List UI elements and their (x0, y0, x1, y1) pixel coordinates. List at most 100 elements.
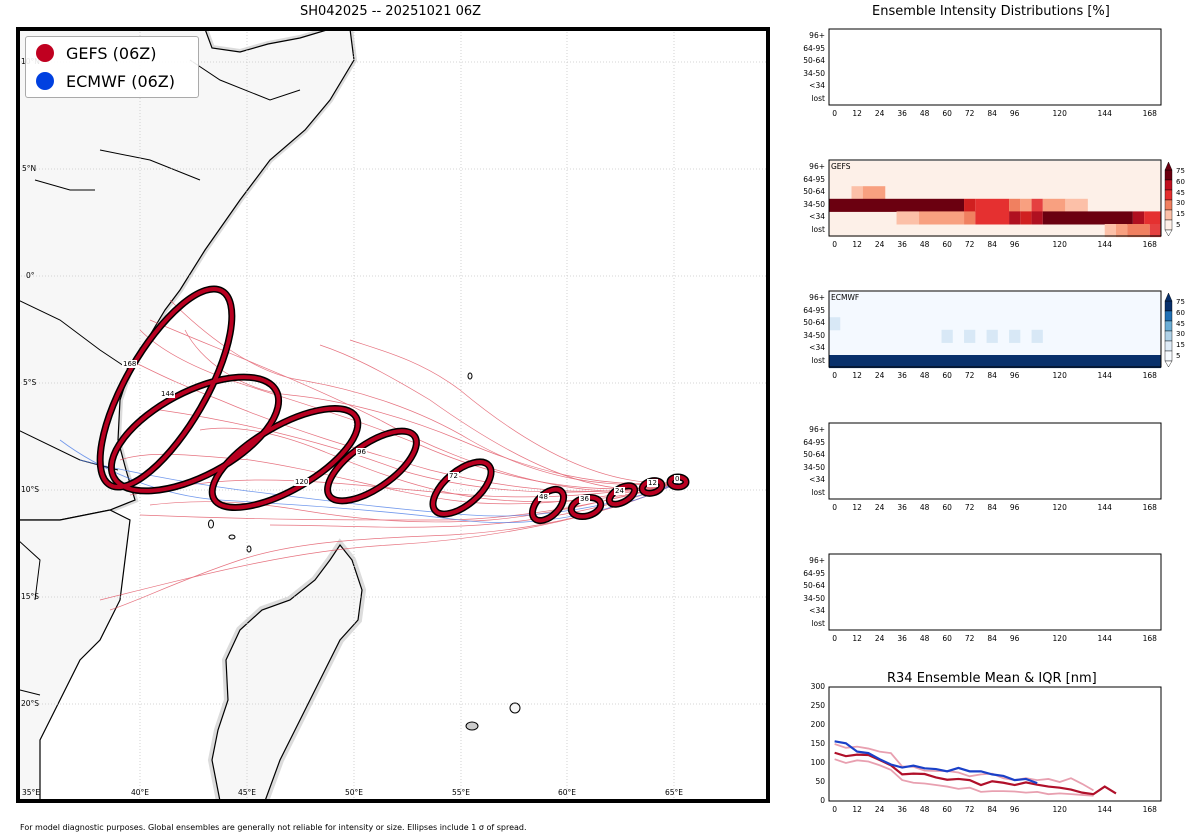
colorbar-tick-label: 45 (1176, 319, 1185, 328)
ellipse-label-48: 48 (538, 493, 549, 501)
colorbar-tick-label: 30 (1176, 199, 1185, 208)
intensity-category-label: 50-64 (803, 450, 825, 460)
intensity-hour-label: 36 (897, 503, 907, 512)
intensity-category-label: 64-95 (803, 437, 825, 447)
intensity-hour-label: 144 (1097, 240, 1112, 249)
intensity-hour-label: 84 (987, 109, 997, 118)
intensity-hour-label: 168 (1142, 503, 1157, 512)
r34-xtick-label: 144 (1097, 805, 1112, 814)
intensity-hour-label: 12 (852, 109, 862, 118)
intensity-hour-label: 84 (987, 371, 997, 380)
intensity-hour-label: 120 (1052, 371, 1067, 380)
intensity-hour-label: 120 (1052, 503, 1067, 512)
intensity-hour-label: 168 (1142, 240, 1157, 249)
ellipse-label-96: 96 (356, 448, 367, 456)
ellipse-label-0: 0 (674, 475, 681, 483)
intensity-hour-label: 168 (1142, 371, 1157, 380)
lat-label-5s: 5°S (23, 378, 37, 387)
intensity-hour-label: 48 (919, 634, 930, 643)
r34-xtick-label: 48 (919, 805, 930, 814)
ellipse-label-36: 36 (579, 495, 590, 503)
intensity-category-label: 34-50 (803, 199, 825, 209)
intensity-hour-label: 48 (919, 371, 930, 380)
lon-label-55e: 55°E (452, 788, 471, 797)
intensity-hour-label: 60 (942, 634, 952, 643)
intensity-hour-label: 72 (964, 109, 975, 118)
r34-xtick-label: 12 (852, 805, 862, 814)
lon-label-65e: 65°E (665, 788, 684, 797)
r34-ytick-label: 100 (810, 758, 825, 767)
intensity-hour-label: 36 (897, 109, 907, 118)
intensity-category-label: 34-50 (803, 68, 825, 78)
panel-model-label: ECMWF (831, 293, 860, 302)
intensity-hour-label: 0 (832, 109, 838, 118)
r34-xtick-label: 0 (832, 805, 838, 814)
r34-xtick-label: 168 (1142, 805, 1157, 814)
ellipse-label-144: 144 (160, 390, 176, 398)
legend-ecmwf-marker (36, 72, 54, 90)
intensity-category-label: 34-50 (803, 330, 825, 340)
ellipse-label-24: 24 (614, 487, 625, 495)
intensity-category-label: 96+ (809, 162, 825, 171)
colorbar-tick-label: 30 (1176, 330, 1185, 339)
intensity-hour-label: 0 (832, 634, 838, 643)
intensity-hour-label: 48 (919, 503, 930, 512)
intensity-category-label: 64-95 (803, 305, 825, 315)
r34-ytick-label: 300 (810, 682, 825, 691)
r34-xtick-label: 24 (874, 805, 885, 814)
intensity-hour-label: 24 (874, 503, 885, 512)
colorbar-tick-label: 5 (1176, 352, 1181, 360)
intensity-category-label: 96+ (809, 425, 825, 434)
intensity-hour-label: 96 (1009, 371, 1020, 380)
intensity-hour-label: 0 (832, 240, 838, 249)
lat-label-15s: 15°S (21, 592, 40, 601)
intensity-hour-label: 84 (987, 634, 997, 643)
r34-ytick-label: 150 (810, 739, 825, 748)
intensity-hour-label: 96 (1009, 634, 1020, 643)
intensity-category-label: <34 (809, 606, 825, 616)
intensity-category-label: lost (811, 619, 825, 628)
lon-label-45e: 45°E (238, 788, 257, 797)
intensity-hour-label: 144 (1097, 109, 1112, 118)
intensity-category-label: lost (811, 488, 825, 497)
intensity-category-label: 50-64 (803, 581, 825, 591)
intensity-category-label: <34 (809, 212, 825, 222)
r34-xtick-label: 36 (897, 805, 907, 814)
intensity-category-label: <34 (809, 81, 825, 91)
lat-label-5n: 5°N (22, 164, 37, 173)
intensity-hour-label: 120 (1052, 240, 1067, 249)
r34-ytick-label: 0 (820, 796, 825, 805)
intensity-hour-label: 144 (1097, 371, 1112, 380)
intensity-hour-label: 48 (919, 109, 930, 118)
legend-gefs-label: GEFS (06Z) (66, 43, 157, 63)
intensity-category-label: lost (811, 356, 825, 365)
panel-model-label: GEFS (831, 162, 851, 171)
ellipse-label-12: 12 (647, 479, 658, 487)
intensity-hour-label: 168 (1142, 634, 1157, 643)
map-legend: GEFS (06Z) ECMWF (06Z) (25, 36, 199, 98)
colorbar-tick-label: 75 (1176, 298, 1185, 306)
r34-xtick-label: 120 (1052, 805, 1067, 814)
r34-ytick-label: 50 (815, 777, 825, 786)
intensity-hour-label: 72 (964, 503, 975, 512)
intensity-hour-label: 12 (852, 371, 862, 380)
africa-south-land (18, 509, 131, 801)
colorbar-tick-label: 15 (1176, 341, 1185, 350)
intensity-category-label: 64-95 (803, 174, 825, 184)
lon-label-50e: 50°E (345, 788, 364, 797)
intensity-hour-label: 96 (1009, 503, 1020, 512)
lon-label-35e: 35°E (22, 788, 41, 797)
colorbar-tick-label: 60 (1176, 177, 1185, 186)
intensity-hour-label: 0 (832, 371, 838, 380)
colorbar-tick-label: 15 (1176, 210, 1185, 219)
map-title: SH042025 -- 20251021 06Z (300, 4, 482, 19)
intensity-hour-label: 120 (1052, 634, 1067, 643)
legend-ecmwf-label: ECMWF (06Z) (66, 71, 175, 91)
intensity-hour-label: 24 (874, 634, 885, 643)
r34-xtick-label: 60 (942, 805, 952, 814)
intensity-hour-label: 36 (897, 634, 907, 643)
intensity-hour-label: 84 (987, 503, 997, 512)
intensity-category-label: 50-64 (803, 318, 825, 328)
intensity-category-label: lost (811, 225, 825, 234)
